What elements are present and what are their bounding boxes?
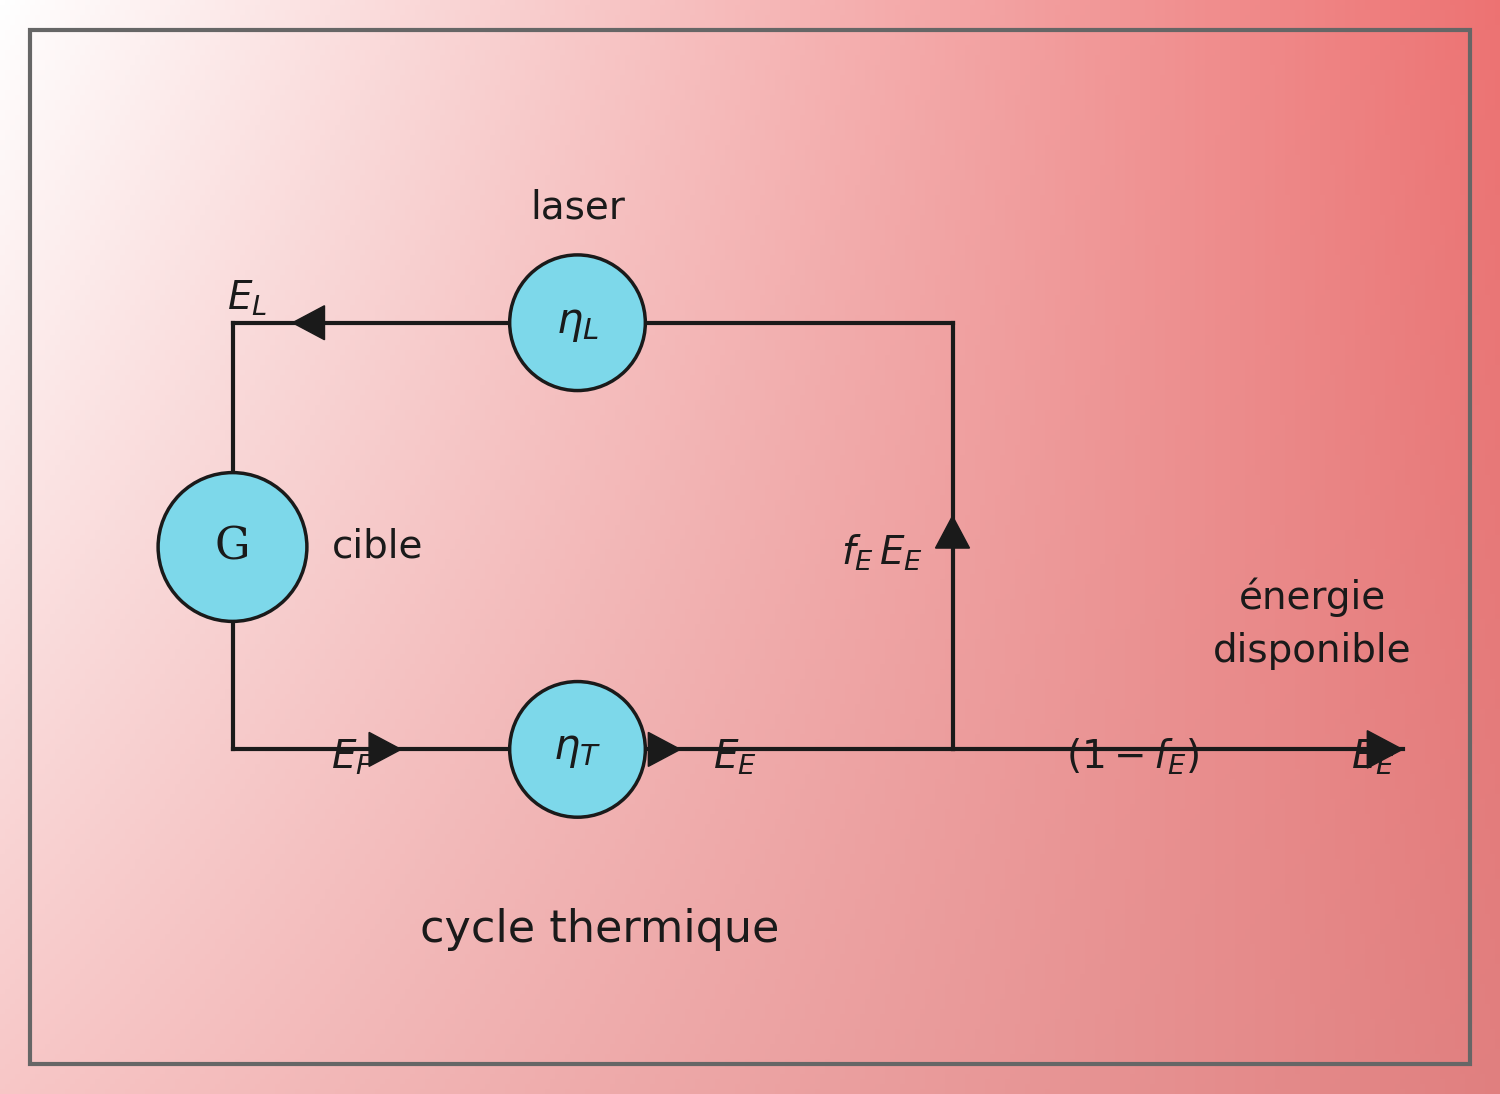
Polygon shape: [648, 732, 681, 767]
Polygon shape: [1368, 731, 1402, 768]
Circle shape: [158, 473, 308, 621]
Text: G: G: [214, 525, 250, 569]
Text: $E_L$: $E_L$: [228, 279, 267, 318]
Text: $E_E$: $E_E$: [1350, 737, 1395, 777]
Text: $\eta_T$: $\eta_T$: [554, 729, 602, 770]
Polygon shape: [369, 732, 400, 767]
Polygon shape: [936, 516, 969, 548]
Text: $E_E$: $E_E$: [712, 737, 758, 777]
Text: cible: cible: [332, 528, 423, 566]
Circle shape: [510, 682, 645, 817]
Text: laser: laser: [530, 189, 626, 226]
Text: $\eta_L$: $\eta_L$: [556, 302, 598, 344]
Text: $(1-f_E)$: $(1-f_E)$: [1066, 736, 1198, 777]
Text: cycle thermique: cycle thermique: [420, 908, 780, 952]
Circle shape: [510, 255, 645, 391]
Text: $f_E\,E_E$: $f_E\,E_E$: [840, 533, 922, 572]
Polygon shape: [292, 305, 324, 340]
Text: énergie
disponible: énergie disponible: [1214, 578, 1411, 670]
Text: $E_F$: $E_F$: [332, 737, 374, 777]
